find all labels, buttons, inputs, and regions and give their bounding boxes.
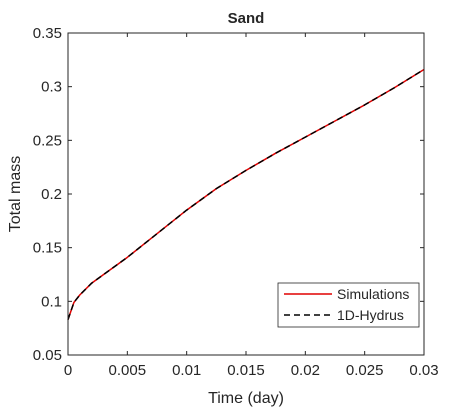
x-tick-label: 0.025 [346, 362, 384, 379]
y-tick-label: 0.3 [41, 79, 62, 96]
y-tick-label: 0.05 [33, 347, 62, 364]
legend: Simulations 1D-Hydrus [277, 282, 420, 328]
legend-label-1d-hydrus: 1D-Hydrus [337, 307, 404, 323]
x-tick-label: 0.01 [172, 362, 201, 379]
legend-label-simulations: Simulations [337, 286, 409, 302]
y-tick-label: 0.25 [33, 132, 62, 149]
y-tick-label: 0.2 [41, 186, 62, 203]
x-tick-label: 0 [64, 362, 72, 379]
x-tick-label: 0.005 [109, 362, 147, 379]
legend-box [277, 282, 420, 328]
chart-title: Sand [228, 10, 265, 27]
x-tick-label: 0.02 [291, 362, 320, 379]
x-tick-label: 0.03 [409, 362, 438, 379]
x-ticks: 0 0.005 0.01 0.015 0.02 0.025 0.03 [64, 33, 439, 379]
y-tick-label: 0.15 [33, 240, 62, 257]
series-layer [67, 68, 425, 320]
y-tick-label: 0.1 [41, 293, 62, 310]
x-tick-label: 0.015 [227, 362, 265, 379]
x-axis-label: Time (day) [208, 390, 284, 407]
y-axis-label: Total mass [7, 156, 24, 232]
y-ticks: 0.05 0.1 0.15 0.2 0.25 0.3 0.35 [33, 25, 424, 364]
y-tick-label: 0.35 [33, 25, 62, 42]
series-line-1d-hydrus [67, 68, 425, 320]
